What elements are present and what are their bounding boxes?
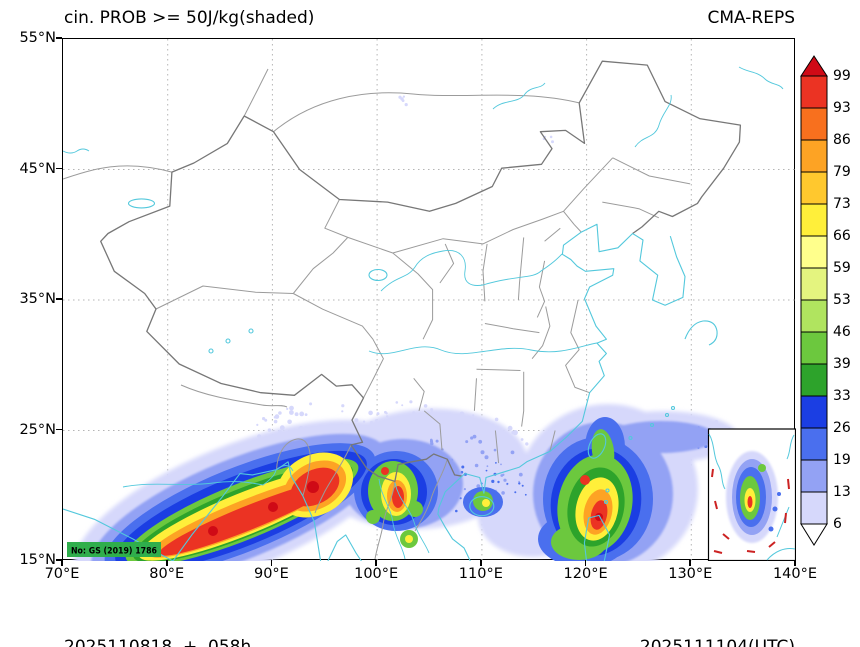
lon-tick-label: 140°E: [772, 566, 818, 582]
babuyan-island: [603, 499, 609, 505]
colorbar-segment: [800, 139, 828, 173]
irrawaddy-delta-coast: [327, 534, 362, 561]
lat-tick-mark: [56, 559, 62, 561]
colorbar: [800, 55, 828, 546]
lon-tick-mark: [270, 560, 273, 566]
init-time-block: 2025110818 + 058h 2025110902 + 058h: [64, 585, 251, 647]
colorbar-level-label: 86: [833, 132, 851, 148]
lat-tick-mark: [56, 37, 62, 39]
ryukyu-island: [628, 435, 633, 441]
lon-tick-label: 70°E: [44, 566, 80, 582]
nine-dash-line: [711, 468, 790, 554]
colorbar-level-label: 6: [833, 516, 842, 532]
colorbar-segment: [800, 107, 828, 141]
colorbar-segment: [800, 427, 828, 461]
issyk-kul-lake: [127, 198, 156, 209]
colorbar-level-label: 99: [833, 68, 851, 84]
colorbar-segment: [800, 267, 828, 301]
colorbar-segment: [800, 235, 828, 269]
lon-tick-mark: [61, 560, 63, 566]
colorbar-level-label: 39: [833, 356, 851, 372]
lat-tick-label: 15°N: [19, 552, 56, 568]
colorbar-level-label: 66: [833, 228, 851, 244]
colorbar-segment: [800, 331, 828, 365]
colorbar-level-label: 26: [833, 420, 851, 436]
lat-tick-mark: [56, 428, 62, 431]
lat-tick-label: 35°N: [19, 291, 56, 307]
colorbar-level-label: 79: [833, 164, 851, 180]
ryukyu-island: [649, 422, 655, 428]
lat-tick-mark: [56, 167, 62, 170]
colorbar-level-label: 19: [833, 452, 851, 468]
colorbar-segment: [800, 203, 828, 237]
lakes: [127, 198, 388, 354]
lon-tick-mark: [794, 560, 796, 566]
lat-tick-label: 45°N: [19, 160, 56, 177]
colorbar-level-label: 93: [833, 100, 851, 116]
lon-tick-mark: [165, 560, 168, 566]
national-border: [100, 60, 742, 483]
colorbar-segment: [800, 491, 828, 525]
license-label: No: GS (2019) 1786: [71, 547, 157, 557]
luzon-coastline: [583, 514, 611, 561]
colorbar-segment: [800, 395, 828, 429]
colorbar-segment: [800, 171, 828, 205]
license-badge: No: GS (2019) 1786: [67, 542, 161, 557]
korea-coastline: [632, 233, 686, 306]
rivers: [63, 66, 784, 560]
lat-tick-label: 25°N: [19, 421, 56, 438]
ryukyu-island: [664, 412, 670, 418]
lon-tick-mark: [375, 560, 377, 566]
lon-tick-mark: [689, 560, 692, 566]
valid-time-utc: 2025111104(UTC): [639, 637, 795, 647]
probability-shading: [74, 95, 738, 561]
hainan-island: [469, 496, 495, 517]
china-coastline: [461, 223, 633, 494]
colorbar-level-label: 73: [833, 196, 851, 212]
colorbar-level-label: 33: [833, 388, 851, 404]
lon-tick-label: 80°E: [149, 566, 185, 582]
colorbar-level-label: 46: [833, 324, 851, 340]
ryukyu-island: [670, 405, 676, 411]
valid-time-block: 2025111104(UTC) 2025111112(CST): [640, 585, 795, 647]
coastlines: [63, 66, 784, 561]
colorbar-level-label: 53: [833, 292, 851, 308]
colorbar-segment: [800, 363, 828, 397]
babuyan-island: [605, 488, 610, 493]
vietnam-coastline: [437, 475, 471, 561]
lon-tick-label: 130°E: [668, 566, 713, 582]
lon-tick-label: 90°E: [253, 566, 289, 582]
qinghai-lake: [368, 268, 388, 282]
model-name: CMA-REPS: [707, 8, 795, 28]
kyushu-coast: [684, 320, 718, 346]
colorbar-level-label: 59: [833, 260, 851, 276]
lat-tick-label: 55°N: [19, 30, 56, 46]
south-china-sea-inset: [707, 428, 796, 561]
map-plot-area: No: GS (2019) 1786: [62, 38, 796, 561]
province-borders: [63, 68, 691, 560]
lon-tick-mark: [480, 560, 482, 566]
colorbar-segment: [800, 459, 828, 493]
lon-tick-label: 100°E: [354, 566, 399, 582]
init-time-utc: 2025110818 + 058h: [64, 637, 252, 647]
lon-tick-mark: [584, 560, 587, 566]
map-canvas: No: GS (2019) 1786: [63, 39, 796, 561]
colorbar-level-label: 13: [833, 484, 851, 500]
taiwan-island: [587, 433, 607, 459]
lat-tick-mark: [56, 298, 62, 300]
chart-title: cin. PROB >= 50J/kg(shaded): [64, 8, 315, 28]
colorbar-segment: [800, 299, 828, 333]
lon-tick-label: 110°E: [458, 566, 503, 582]
colorbar-segment: [800, 75, 828, 109]
lon-tick-label: 120°E: [563, 566, 608, 582]
